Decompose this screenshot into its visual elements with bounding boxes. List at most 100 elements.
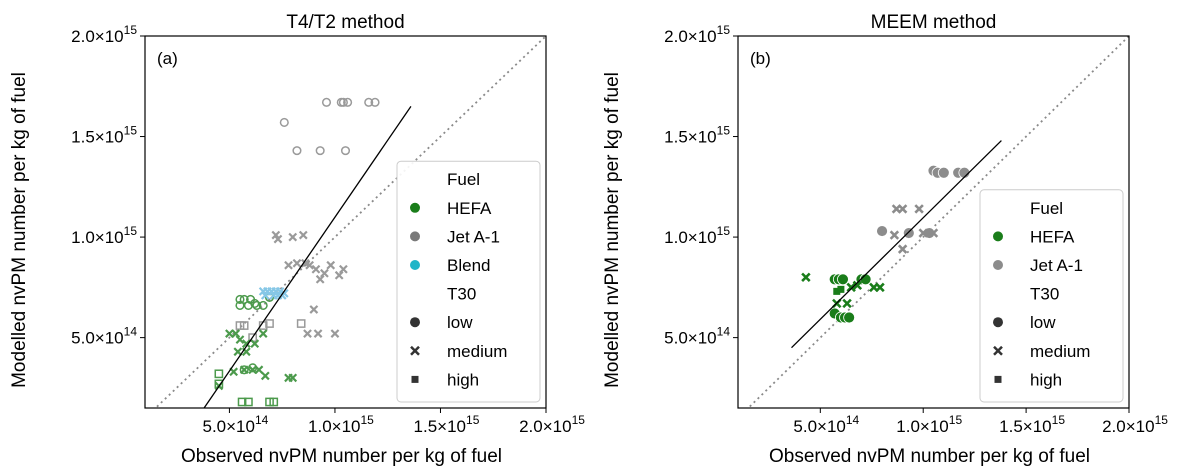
data-point-jet-a-1-low [315,146,325,156]
legend-box [396,160,541,403]
data-point-jet-a-1-medium [918,228,928,238]
legend-marker-medium [993,345,1003,356]
data-point-blend-medium [260,291,270,300]
data-point-hefa-high [833,287,841,295]
data-point-hefa-medium [288,373,298,383]
data-point-jet-a-1-low [338,97,348,107]
legend-marker-hefa [410,202,420,213]
y-tick-label: 1.0×1015 [664,224,730,247]
data-point-jet-a-1-medium [320,268,329,278]
plot-frame [144,35,547,409]
data-point-hefa-low [235,300,245,310]
legend-label: high [1030,370,1062,389]
data-point-hefa-low [252,300,262,310]
legend: Fuel HEFA Jet A-1 Blend T30 low medium high [396,160,541,403]
data-point-jet-a-1-low [876,225,888,237]
legend-label: HEFA [1030,227,1075,246]
data-point-hefa-medium [852,280,863,291]
legend-label: low [447,313,473,332]
data-point-hefa-low [239,294,249,304]
data-point-jet-a-1-low [343,97,353,107]
regression-line [203,106,412,408]
legend-marker-low [410,317,420,328]
y-axis-label: Modelled nvPM number per kg of fuel [9,72,30,388]
data-point-hefa-medium [254,365,264,375]
data-point-hefa-high [269,397,279,407]
legend-box [979,189,1124,403]
data-point-jet-a-1-medium [298,230,308,240]
legend-title-t30: T30 [447,285,476,304]
plot-area [154,36,546,408]
legend-label: high [447,370,479,389]
data-point-jet-a-1-medium [334,270,344,280]
legend-marker-medium [410,345,420,356]
x-tick-label: 1.0×1015 [896,413,962,436]
data-point-hefa-medium [875,282,885,293]
data-point-jet-a-1-medium [326,260,336,270]
panel-b: MEEM method (b) 5.0×1014 1.0×1015 1.5×1015 2.… [602,12,1168,467]
data-point-hefa-medium [250,339,260,349]
data-point-hefa-medium [231,329,241,338]
y-tick-label: 5.0×1014 [664,325,730,348]
legend-marker-high [411,375,419,383]
data-point-hefa-medium [801,272,811,283]
data-point-hefa-low [243,300,253,310]
data-point-jet-a-1-medium [889,230,900,240]
y-tick-label: 1.0×1015 [71,224,137,247]
data-point-jet-a-1-low [321,97,332,107]
x-axis-label: Observed nvPM number per kg of fuel [181,446,502,467]
x-tick-label: 1.0×1015 [308,413,374,436]
data-point-hefa-medium [846,282,856,293]
data-point-jet-a-1-medium [330,329,340,338]
legend-label: Jet A-1 [447,227,500,246]
legend-title-fuel: Fuel [447,170,480,189]
data-point-jet-a-1-low [937,166,950,179]
x-tick-label: 5.0×1014 [202,413,268,436]
data-point-jet-a-1-high [296,319,306,328]
chart-title: T4/T2 method [286,12,404,33]
data-point-jet-a-1-medium [339,264,348,274]
legend-label: Jet A-1 [1030,256,1083,275]
data-point-jet-a-1-low [364,97,374,107]
legend-marker-high [994,375,1002,383]
y-tick-label: 2.0×1015 [664,23,730,46]
legend-marker-jet-a-1 [410,231,420,242]
legend-marker-hefa [993,231,1003,242]
plot-frame [737,35,1130,409]
data-point-jet-a-1-medium [288,232,298,242]
legend: Fuel HEFA Jet A-1 T30 low medium high [979,189,1124,403]
data-point-jet-a-1-medium [315,274,325,284]
data-point-hefa-low [235,294,245,304]
data-point-hefa-low [239,365,249,375]
data-point-hefa-high [837,285,845,293]
data-point-jet-a-1-medium [273,234,283,244]
y-tick-label: 1.5×1015 [664,124,730,147]
data-point-jet-a-1-medium [897,204,908,214]
data-point-hefa-high [214,369,224,379]
data-point-hefa-medium [241,339,251,349]
panel-a: T4/T2 method (a) 5.0×1014 1.0×1015 1.5×1015 2… [9,12,585,467]
data-point-hefa-medium [258,329,268,338]
data-point-jet-a-1-low [279,117,289,128]
legend-label: Blend [447,256,490,275]
data-point-hefa-high [244,397,253,407]
data-point-jet-a-1-medium [303,329,312,338]
y-tick-label: 1.5×1015 [71,124,137,147]
data-point-jet-a-1-low [292,146,302,156]
legend-title-fuel: Fuel [1030,199,1063,218]
x-tick-label: 2.0×1015 [519,413,585,436]
y-tick-label: 2.0×1015 [71,23,137,46]
legend-marker-jet-a-1 [993,260,1003,270]
legend-label: medium [1030,342,1090,361]
chart-title: MEEM method [871,12,997,33]
data-point-jet-a-1-medium [292,258,302,268]
data-point-jet-a-1-low [902,227,915,239]
data-point-jet-a-1-medium [309,305,319,314]
data-point-jet-a-1-medium [914,204,924,214]
data-point-jet-a-1-medium [311,264,321,274]
legend-marker-low [993,317,1003,328]
data-point-jet-a-1-medium [897,244,908,254]
data-point-jet-a-1-low [958,166,971,179]
data-point-hefa-medium [233,347,243,357]
